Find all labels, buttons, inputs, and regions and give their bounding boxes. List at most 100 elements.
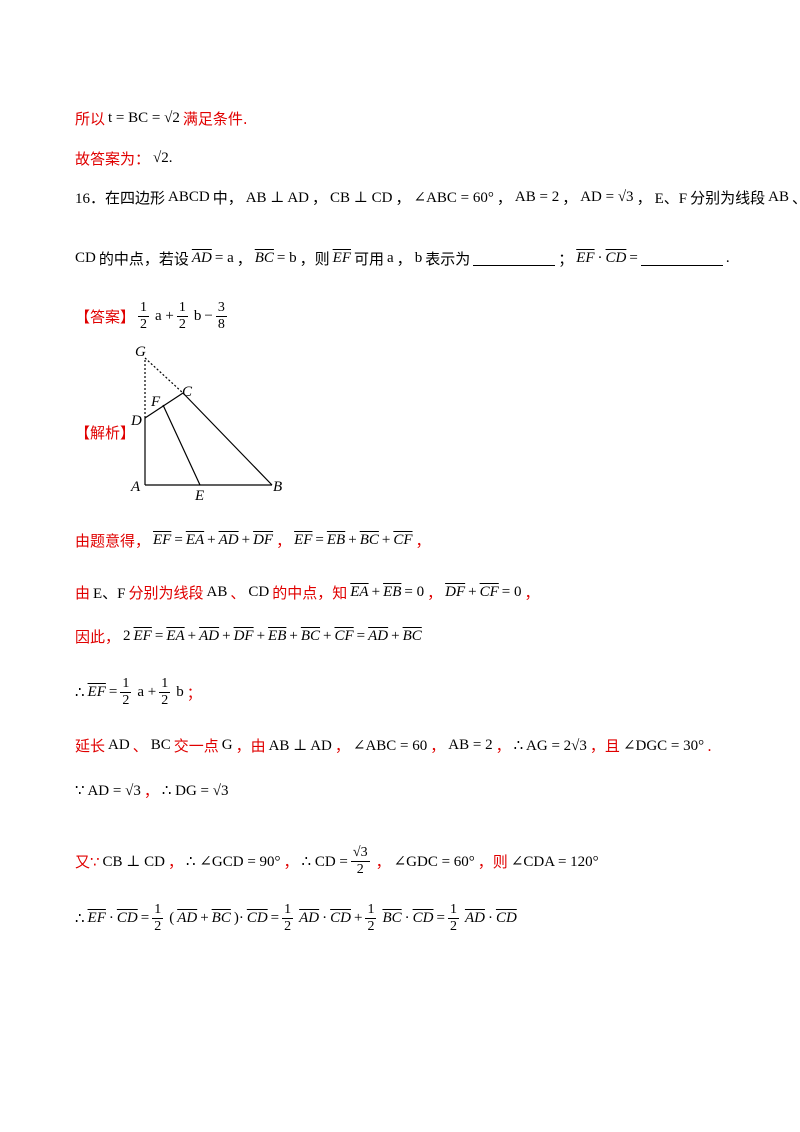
text-segment: 所以 bbox=[75, 110, 106, 128]
text-segment: ∵ AD = √3 bbox=[75, 783, 141, 799]
text-segment: ， bbox=[396, 252, 412, 268]
text-segment: AD bbox=[108, 737, 130, 753]
text-segment: · bbox=[404, 910, 410, 927]
text-line: 故答案为： √2. bbox=[75, 148, 176, 169]
text-segment: ∴ bbox=[75, 685, 85, 702]
text-segment: + bbox=[256, 628, 266, 644]
text-line: 又∵ CB ⊥ CD， ∴ ∠GCD = 90°， ∴ CD = √3 2， ∠GDC = … bbox=[75, 845, 602, 878]
text-line: 延长 AD、 BC 交一点 G ，由 AB ⊥ AD， ∠ABC = 60， AB = 2， ∴ … bbox=[75, 735, 715, 756]
text-segment: AD bbox=[218, 532, 239, 548]
numerator: 1 bbox=[152, 902, 164, 920]
text-segment: ∴ AG = 2√3 bbox=[513, 738, 587, 754]
text-segment: 分别为线段 bbox=[128, 584, 204, 602]
text-segment: EA bbox=[350, 584, 369, 600]
text-segment: a + bbox=[155, 308, 174, 325]
text-segment: ， bbox=[496, 191, 512, 207]
text-segment: 16．在四边形 bbox=[75, 191, 166, 207]
text-segment: ， bbox=[143, 782, 159, 800]
text-segment: ∠ABC = 60° bbox=[413, 190, 494, 206]
numerator: 1 bbox=[159, 676, 171, 694]
text-segment: a + bbox=[137, 684, 157, 701]
text-segment: EB bbox=[326, 532, 346, 548]
text-segment: 故答案为： bbox=[75, 150, 151, 168]
denominator: 2 bbox=[284, 919, 292, 935]
text-segment: + bbox=[391, 628, 400, 644]
text-segment: CD bbox=[412, 910, 434, 927]
text-segment: CD bbox=[495, 910, 517, 927]
text-segment: EA bbox=[166, 628, 185, 644]
text-segment: BC bbox=[382, 910, 402, 927]
text-segment: · bbox=[108, 910, 114, 927]
geometry-figure: G C D F A E B bbox=[130, 344, 282, 500]
text-segment: DF bbox=[253, 532, 274, 548]
text-segment: + bbox=[323, 628, 332, 644]
point-label: C bbox=[182, 384, 193, 400]
text-segment: )· bbox=[233, 910, 244, 927]
text-segment: CB ⊥ CD bbox=[330, 190, 393, 206]
text-segment: 延长 bbox=[75, 737, 106, 755]
text-segment: 2 bbox=[123, 628, 131, 644]
text-line: 16．在四边形 ABCD 中， AB ⊥ AD， CB ⊥ CD， ∠ABC = 60°，… bbox=[75, 187, 800, 208]
text-segment: + bbox=[187, 628, 197, 644]
text-segment: ； bbox=[186, 684, 202, 703]
text-segment: ， bbox=[236, 252, 252, 268]
denominator: 2 bbox=[154, 919, 162, 935]
text-line: 所以 t = BC = √2 满足条件. bbox=[75, 108, 251, 129]
text-segment: E、F bbox=[93, 586, 126, 602]
denominator: 2 bbox=[449, 919, 457, 935]
text-segment: ， bbox=[375, 853, 391, 872]
text-segment: + bbox=[207, 532, 216, 548]
text-segment: + bbox=[348, 532, 357, 548]
text-segment: t = BC = √2 bbox=[108, 110, 180, 126]
text-segment: EF bbox=[153, 532, 172, 548]
figure-lines bbox=[144, 357, 273, 486]
text-segment: ∴ bbox=[75, 911, 85, 928]
text-segment: ； bbox=[558, 252, 574, 268]
text-segment: = bbox=[436, 910, 445, 927]
text-segment: 因此， bbox=[75, 628, 121, 646]
text-segment: a bbox=[387, 250, 394, 266]
text-segment: + bbox=[222, 628, 231, 644]
text-segment: BC bbox=[150, 737, 171, 753]
text-line: 【解析】 bbox=[75, 422, 138, 443]
text-segment: + bbox=[468, 584, 477, 600]
text-segment: . bbox=[707, 736, 712, 755]
text-segment: ( bbox=[169, 910, 175, 927]
text-segment: AD bbox=[368, 628, 389, 644]
point-label: A bbox=[130, 479, 141, 495]
text-segment: ∠CDA = 120° bbox=[510, 854, 599, 871]
text-segment: 表示为 bbox=[425, 252, 471, 268]
text-segment: √2. bbox=[153, 150, 173, 166]
text-segment: + bbox=[289, 628, 298, 644]
text-segment: AB = 2 bbox=[514, 189, 560, 205]
text-segment: CF bbox=[479, 584, 499, 600]
text-segment: 、 bbox=[792, 187, 800, 208]
text-segment: AB bbox=[768, 189, 789, 205]
text-segment: EF bbox=[332, 250, 351, 266]
text-segment: 又∵ bbox=[75, 853, 100, 872]
text-segment: 的中点，知 bbox=[272, 584, 348, 602]
numerator: 1 bbox=[282, 902, 294, 920]
text-segment: 、 bbox=[230, 584, 246, 602]
text-segment: = bbox=[629, 250, 638, 266]
text-line: ∴ EF · CD = 1 2(AD + BC)· CD = 1 2 AD · CD +1 2 BC · CD = 1 2 AD… bbox=[75, 902, 520, 935]
text-segment: CD bbox=[605, 250, 627, 266]
text-segment: + bbox=[241, 532, 251, 548]
text-segment: = bbox=[108, 684, 118, 701]
answer-blank bbox=[640, 251, 723, 266]
text-line: ∴ EF = 1 2 a +1 2 b； bbox=[75, 676, 205, 709]
text-segment: 、 bbox=[132, 737, 148, 755]
text-segment: · bbox=[487, 910, 493, 927]
text-segment: AB ⊥ AD bbox=[245, 190, 309, 206]
text-segment: ， bbox=[415, 532, 431, 550]
denominator: 2 bbox=[161, 693, 169, 709]
text-segment: = bbox=[174, 532, 183, 548]
denominator: 2 bbox=[178, 317, 186, 333]
text-segment: BC bbox=[402, 628, 422, 644]
text-segment: CD bbox=[116, 910, 138, 927]
